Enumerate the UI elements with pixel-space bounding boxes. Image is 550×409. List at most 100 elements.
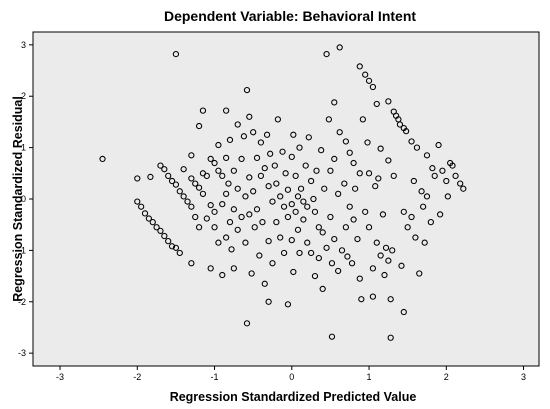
data-point [242,239,249,246]
data-point [134,198,141,205]
data-point [215,239,222,246]
data-point [410,177,417,185]
data-point [460,185,467,192]
data-point [296,249,303,257]
data-point [305,134,312,141]
data-point [215,141,222,149]
data-point [223,234,230,241]
data-point [219,201,226,208]
data-point [328,333,336,340]
y-tick-label: -1 [18,245,26,255]
data-point [302,162,309,169]
x-tick-label: 1 [367,372,372,382]
data-point [207,155,214,163]
data-point [390,172,397,180]
data-point [238,155,245,163]
data-point [147,173,154,181]
data-point [412,234,419,241]
data-point [234,121,241,128]
data-point [274,116,282,123]
data-point [319,229,326,236]
data-point [282,170,289,177]
data-point [377,252,384,259]
data-point [318,147,325,154]
data-point [230,206,237,213]
data-point [396,121,404,128]
data-point [356,170,363,177]
data-point [342,224,349,231]
data-point [431,172,438,180]
data-point [256,252,263,259]
data-point [277,234,284,241]
data-point [365,170,373,177]
data-point [257,139,265,146]
data-point [341,180,348,187]
data-point [346,203,353,210]
data-point [265,238,272,245]
y-axis: 3 2 1 0 -1 -2 -3 [18,40,33,358]
data-point [269,198,276,205]
data-point [257,172,265,180]
data-point [176,188,183,195]
data-point [413,144,421,151]
data-point [240,133,248,140]
data-point [165,172,172,180]
data-point [284,186,292,193]
data-point [379,211,387,218]
data-point [238,213,245,221]
data-point [400,308,407,316]
data-point [382,244,390,251]
data-point [307,249,315,257]
data-point [369,83,377,91]
data-point [373,100,380,108]
data-point [230,265,237,272]
data-point [321,185,328,192]
data-point [369,293,377,300]
data-point [288,153,295,160]
data-point [327,213,334,221]
data-point [195,224,203,231]
data-point [138,203,145,210]
data-point [365,77,373,84]
data-point [234,185,241,192]
data-point [346,149,353,156]
data-point [230,167,237,174]
y-axis-label: Regression Standardized Residual [11,96,25,302]
data-point [294,226,302,233]
data-points [99,44,467,341]
data-point [404,224,411,231]
data-point [423,152,431,159]
data-point [365,224,373,231]
x-axis: -3 -2 -1 0 1 2 3 [56,366,526,382]
data-point [253,154,261,162]
data-point [288,236,295,244]
x-axis-label: Regression Standardized Predicted Value [170,390,417,404]
y-tick-label: 1 [21,143,26,153]
data-point [307,177,315,185]
data-point [385,157,392,164]
data-point [389,247,396,254]
data-point [248,270,255,277]
data-point [372,183,379,190]
data-point [223,190,230,197]
data-point [311,208,319,215]
x-tick-label: 3 [521,372,526,382]
data-point [279,148,286,155]
data-point [243,86,251,94]
data-point [284,213,292,221]
data-point [435,141,442,149]
data-point [421,239,428,246]
data-point [284,301,292,308]
data-point [313,167,320,174]
data-point [290,268,297,276]
data-point [199,190,207,197]
data-point [364,139,371,146]
y-tick-label: 3 [21,40,26,50]
data-point [250,129,257,136]
data-point [134,175,141,182]
data-point [304,239,311,246]
data-point [269,260,276,267]
data-point [188,152,195,159]
data-point [267,150,274,157]
data-point [180,193,187,200]
